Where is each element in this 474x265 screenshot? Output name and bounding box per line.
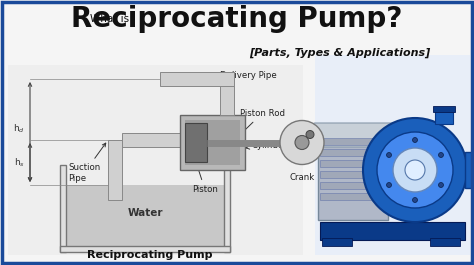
Bar — [385, 158, 397, 182]
Bar — [320, 160, 385, 167]
Text: Crank: Crank — [289, 173, 315, 182]
Text: Suction
Pipe: Suction Pipe — [68, 143, 106, 183]
Circle shape — [438, 183, 444, 188]
Text: Cylinder: Cylinder — [246, 140, 288, 149]
Bar — [220, 72, 234, 115]
Circle shape — [412, 138, 418, 143]
Text: Delivery Pipe: Delivery Pipe — [174, 72, 277, 81]
Circle shape — [295, 135, 309, 149]
Circle shape — [405, 160, 425, 180]
Text: h$_d$: h$_d$ — [13, 122, 25, 135]
Bar — [66, 185, 224, 246]
Bar — [60, 165, 66, 252]
Bar — [430, 238, 460, 246]
Bar — [320, 182, 385, 189]
Circle shape — [412, 197, 418, 202]
Text: Reciprocating Pump: Reciprocating Pump — [87, 250, 213, 260]
Circle shape — [386, 152, 392, 157]
Bar — [185, 123, 207, 162]
Bar — [320, 171, 385, 178]
Circle shape — [438, 152, 444, 157]
Circle shape — [306, 130, 314, 139]
Bar — [180, 115, 245, 170]
Bar — [320, 193, 385, 200]
Bar — [60, 246, 230, 252]
Bar — [322, 238, 352, 246]
Circle shape — [386, 183, 392, 188]
FancyBboxPatch shape — [313, 123, 393, 147]
Ellipse shape — [363, 118, 467, 222]
Bar — [160, 72, 234, 86]
Bar — [108, 140, 122, 200]
Bar — [465, 152, 474, 188]
Bar — [433, 106, 455, 112]
Bar — [435, 110, 453, 124]
Bar — [320, 222, 465, 240]
Text: [Parts, Types & Applications]: [Parts, Types & Applications] — [249, 48, 430, 58]
Text: What is: What is — [90, 14, 129, 24]
Text: Piston: Piston — [192, 166, 218, 194]
Bar — [315, 55, 470, 255]
Bar — [185, 120, 240, 165]
Circle shape — [280, 121, 324, 165]
Bar — [320, 138, 385, 145]
Bar — [122, 133, 185, 147]
Bar — [8, 65, 303, 255]
Bar — [318, 130, 388, 220]
Bar — [320, 149, 385, 156]
Text: Water: Water — [127, 208, 163, 218]
Bar — [224, 165, 230, 252]
Circle shape — [377, 132, 453, 208]
Circle shape — [393, 148, 437, 192]
Text: Piston Rod: Piston Rod — [235, 108, 285, 140]
Text: h$_s$: h$_s$ — [14, 156, 25, 169]
Text: Reciprocating Pump?: Reciprocating Pump? — [71, 5, 403, 33]
